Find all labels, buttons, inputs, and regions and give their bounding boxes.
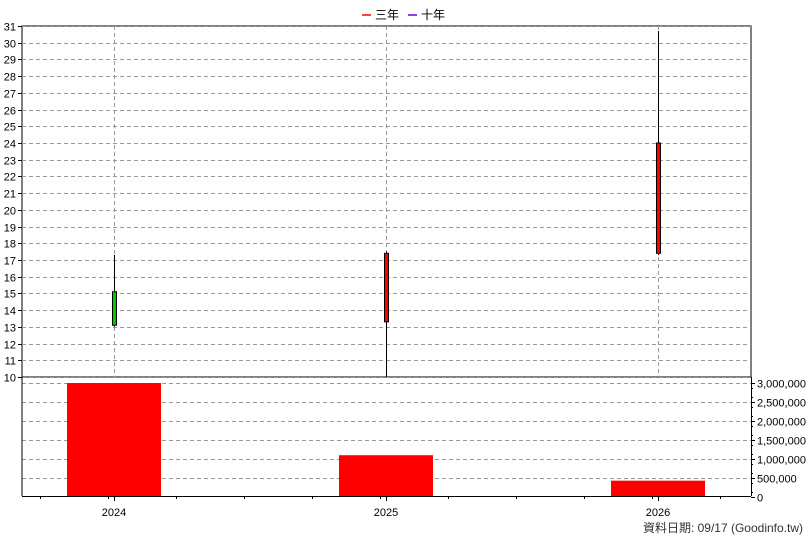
candle-body-2025 [384, 252, 389, 323]
price-tick-label: 15 [4, 289, 16, 301]
price-tick-label: 26 [4, 106, 16, 118]
price-tick-label: 18 [4, 239, 16, 251]
price-tick-label: 17 [4, 256, 16, 268]
price-tick-label: 30 [4, 39, 16, 51]
x-tick-label-2025: 2025 [374, 507, 398, 519]
price-tick-label: 24 [4, 139, 16, 151]
legend-label-1: 三年 [375, 8, 399, 22]
volume-tick-label: 3,000,000 [757, 379, 806, 391]
price-tick-label: 11 [5, 356, 16, 368]
legend: 三年 十年 [362, 8, 445, 22]
x-tick-label-2026: 2026 [646, 507, 670, 519]
x-axis: 2024 2025 2026 [40, 496, 721, 519]
volume-bar-2025 [339, 455, 433, 497]
price-tick-label: 20 [4, 206, 16, 218]
price-tick-label: 25 [4, 122, 16, 134]
price-panel: 10 11 12 13 14 15 16 17 18 19 20 21 22 23 24 25 26 27 28 29… [4, 22, 752, 385]
price-tick-label: 21 [4, 189, 16, 201]
volume-panel: 0 500,000 1,000,000 1,500,000 2,000,000 2,500… [21, 377, 806, 505]
volume-tick-label: 2,500,000 [757, 398, 806, 410]
volume-tick-label: 2,000,000 [757, 417, 806, 429]
price-tick-label: 13 [4, 323, 16, 335]
price-tick-label: 31 [4, 22, 16, 34]
price-tick-label: 22 [4, 172, 16, 184]
price-tick-label: 14 [4, 306, 16, 318]
legend-label-2: 十年 [421, 8, 445, 22]
volume-tick-label: 1,000,000 [757, 455, 806, 467]
candle-body-2024 [112, 291, 117, 326]
price-tick-label: 12 [4, 340, 16, 352]
volume-bar-2026 [611, 480, 705, 497]
volume-tick-label: 0 [757, 493, 763, 505]
volume-tick-label: 500,000 [757, 474, 797, 486]
data-date-footer: 資料日期: 09/17 (Goodinfo.tw) [643, 521, 803, 535]
price-tick-label: 19 [4, 223, 16, 235]
price-tick-label: 10 [4, 373, 16, 385]
volume-bar-2024 [67, 383, 161, 497]
price-tick-label: 23 [4, 156, 16, 168]
price-tick-label: 27 [4, 89, 16, 101]
volume-tick-label: 1,500,000 [757, 436, 806, 448]
candle-body-2026 [656, 142, 661, 254]
x-tick-label-2024: 2024 [102, 507, 126, 519]
price-tick-label: 16 [4, 273, 16, 285]
price-tick-label: 28 [4, 72, 16, 84]
price-tick-label: 29 [4, 55, 16, 67]
